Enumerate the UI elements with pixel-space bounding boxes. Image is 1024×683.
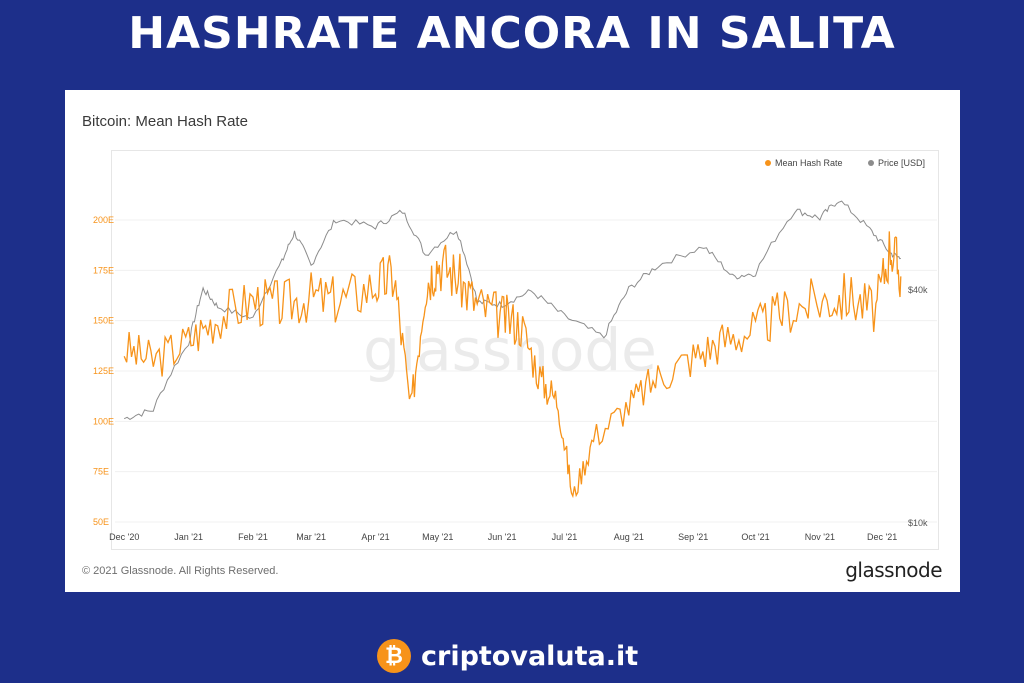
- x-tick-label: Aug '21: [614, 532, 644, 542]
- y-tick-label: 150E: [93, 316, 114, 326]
- legend-label-hash: Mean Hash Rate: [775, 158, 843, 168]
- y-tick-label: 50E: [93, 517, 109, 527]
- legend-label-price: Price [USD]: [878, 158, 925, 168]
- y-tick-label: 125E: [93, 366, 114, 376]
- x-tick-label: Jun '21: [488, 532, 517, 542]
- y-tick-label: 200E: [93, 215, 114, 225]
- x-tick-label: Jan '21: [174, 532, 203, 542]
- x-tick-label: Dec '20: [109, 532, 139, 542]
- x-tick-label: Feb '21: [238, 532, 268, 542]
- y-right-tick-label: $10k: [908, 518, 928, 528]
- headline: HASHRATE ANCORA IN SALITA: [128, 8, 896, 59]
- plot-frame: [111, 150, 939, 550]
- x-tick-label: Apr '21: [361, 532, 389, 542]
- x-tick-label: Dec '21: [867, 532, 897, 542]
- chart-svg: 50E 75E 100E 125E 150E 175E 200E $10k $40k Dec '2…: [93, 158, 937, 542]
- hash-rate-series-line: [123, 231, 902, 499]
- bitcoin-coin-icon: ₿: [377, 639, 411, 673]
- site-name: criptovaluta.it: [421, 640, 639, 672]
- glassnode-logo: glassnode: [845, 558, 942, 582]
- x-tick-label: May '21: [422, 532, 453, 542]
- x-tick-label: Sep '21: [678, 532, 708, 542]
- x-tick-label: Nov '21: [805, 532, 835, 542]
- copyright-text: © 2021 Glassnode. All Rights Reserved.: [82, 565, 279, 577]
- y-right-tick-label: $40k: [908, 285, 928, 295]
- chart-card: Bitcoin: Mean Hash Rate 50E 75E 100E 125E 15…: [65, 90, 960, 592]
- legend-marker-hash: [765, 160, 771, 166]
- y-tick-label: 175E: [93, 265, 114, 275]
- legend-marker-price: [868, 160, 874, 166]
- chart-title: Bitcoin: Mean Hash Rate: [82, 113, 248, 130]
- x-tick-label: Oct '21: [741, 532, 769, 542]
- x-tick-label: Mar '21: [296, 532, 326, 542]
- y-tick-label: 75E: [93, 467, 109, 477]
- x-tick-label: Jul '21: [552, 532, 578, 542]
- y-tick-label: 100E: [93, 416, 114, 426]
- site-logo: ₿ criptovaluta.it: [377, 636, 638, 676]
